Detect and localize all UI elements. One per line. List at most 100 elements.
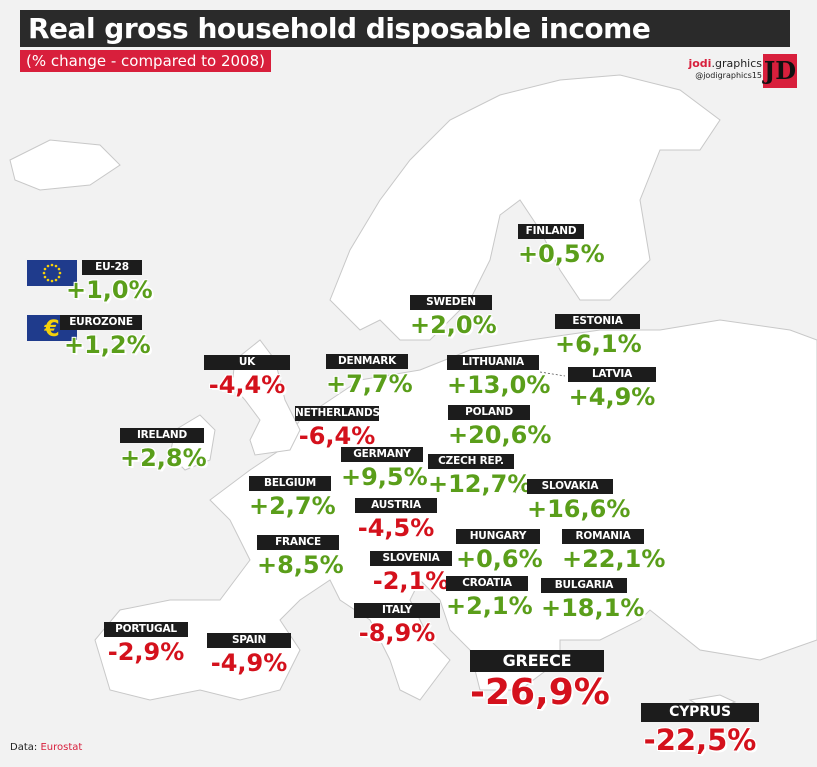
country-value: +4,9%: [568, 383, 656, 411]
country-hungary: HUNGARY +0,6%: [456, 529, 543, 574]
brand-handle: @jodigraphics15: [695, 71, 762, 80]
source-label: Data:: [10, 742, 38, 753]
country-value: -2,9%: [107, 638, 185, 666]
country-finland: FINLAND +0,5%: [518, 224, 605, 269]
country-value: +18,1%: [541, 594, 645, 622]
chart-subtitle: (% change - compared to 2008): [20, 50, 271, 72]
country-value: +0,6%: [456, 545, 543, 573]
country-name: DENMARK: [326, 354, 408, 369]
country-value: -2,1%: [372, 567, 450, 595]
country-name: AUSTRIA: [355, 498, 437, 513]
country-germany: GERMANY +9,5%: [341, 447, 428, 492]
aggregate-eurozone: EUROZONE +1,2%: [60, 315, 151, 360]
country-name: CYPRUS: [641, 703, 759, 722]
country-lithuania: LITHUANIA +13,0%: [447, 355, 551, 400]
aggregate-eu28: EU-28 +1,0%: [66, 260, 153, 305]
country-name: CZECH REP.: [428, 454, 514, 469]
country-value: +2,8%: [120, 444, 207, 472]
country-name: FINLAND: [518, 224, 584, 239]
country-value: -22,5%: [643, 723, 757, 757]
country-name: LATVIA: [568, 367, 656, 382]
country-value: +2,0%: [410, 311, 497, 339]
country-ireland: IRELAND +2,8%: [120, 428, 207, 473]
country-value: +2,7%: [249, 492, 336, 520]
svg-text:€: €: [43, 317, 59, 341]
country-spain: SPAIN -4,9%: [207, 633, 291, 678]
country-name: NETHERLANDS: [295, 406, 380, 421]
country-value: -4,9%: [210, 649, 288, 677]
country-latvia: LATVIA +4,9%: [568, 367, 656, 412]
country-value: +8,5%: [257, 551, 344, 579]
country-name: ROMANIA: [562, 529, 644, 544]
country-value: +20,6%: [448, 421, 552, 449]
country-value: -4,4%: [208, 371, 286, 399]
mainland-europe-landmass: [94, 319, 817, 701]
country-value: +22,1%: [562, 545, 666, 573]
brand-name-rest: .graphics: [711, 57, 762, 70]
data-source: Data: Eurostat: [10, 742, 82, 753]
country-name: UK: [204, 355, 290, 370]
country-value: +6,1%: [555, 330, 642, 358]
country-value: +12,7%: [428, 470, 532, 498]
chart-title: Real gross household disposable income: [20, 10, 790, 47]
country-value: +7,7%: [326, 370, 413, 398]
eu-flag-icon: [27, 260, 77, 286]
slovakia-leader-line: [514, 483, 529, 494]
country-belgium: BELGIUM +2,7%: [249, 476, 336, 521]
country-cyprus: CYPRUS -22,5%: [641, 703, 759, 758]
aggregate-value: +1,0%: [66, 276, 153, 304]
country-poland: POLAND +20,6%: [448, 405, 552, 450]
country-name: FRANCE: [257, 535, 339, 550]
country-value: +13,0%: [447, 371, 551, 399]
country-name: POLAND: [448, 405, 530, 420]
lithuania-leader-line: [539, 371, 566, 377]
aggregate-value: +1,2%: [64, 331, 151, 359]
country-italy: ITALY -8,9%: [354, 603, 440, 648]
brand-name-bold: jodi: [688, 57, 712, 70]
country-value: -26,9%: [470, 672, 610, 713]
country-value: -4,5%: [357, 514, 435, 542]
country-value: +9,5%: [341, 463, 428, 491]
aggregate-name: EUROZONE: [60, 315, 142, 330]
country-name: CROATIA: [446, 576, 528, 591]
country-name: GREECE: [470, 650, 604, 672]
country-name: SPAIN: [207, 633, 291, 648]
brand-name: jodi.graphics: [688, 58, 762, 70]
country-france: FRANCE +8,5%: [257, 535, 344, 580]
country-greece: GREECE -26,9%: [470, 650, 610, 714]
country-netherlands: NETHERLANDS -6,4%: [295, 406, 380, 451]
country-name: ESTONIA: [555, 314, 640, 329]
scandinavia-landmass: [329, 74, 721, 341]
country-name: HUNGARY: [456, 529, 540, 544]
brand-credit: jodi.graphics @jodigraphics15: [688, 58, 762, 82]
country-value: +0,5%: [518, 240, 605, 268]
country-name: SLOVAKIA: [527, 479, 613, 494]
country-name: IRELAND: [120, 428, 204, 443]
country-estonia: ESTONIA +6,1%: [555, 314, 642, 359]
country-croatia: CROATIA +2,1%: [446, 576, 533, 621]
country-sweden: SWEDEN +2,0%: [410, 295, 497, 340]
country-name: PORTUGAL: [104, 622, 188, 637]
country-slovenia: SLOVENIA -2,1%: [370, 551, 452, 596]
country-value: +16,6%: [527, 495, 631, 523]
country-name: GERMANY: [341, 447, 423, 462]
iceland-landmass: [9, 139, 121, 191]
country-austria: AUSTRIA -4,5%: [355, 498, 437, 543]
source-name: Eurostat: [40, 742, 83, 753]
country-name: ITALY: [354, 603, 440, 618]
country-value: -8,9%: [358, 619, 436, 647]
country-name: BELGIUM: [249, 476, 331, 491]
country-value: -6,4%: [298, 422, 376, 450]
country-name: SLOVENIA: [370, 551, 452, 566]
brand-logo: JD: [763, 54, 797, 88]
country-name: BULGARIA: [541, 578, 627, 593]
aggregate-name: EU-28: [82, 260, 142, 275]
country-romania: ROMANIA +22,1%: [562, 529, 666, 574]
country-denmark: DENMARK +7,7%: [326, 354, 413, 399]
country-czech: CZECH REP. +12,7%: [428, 454, 532, 499]
country-value: +2,1%: [446, 592, 533, 620]
country-bulgaria: BULGARIA +18,1%: [541, 578, 645, 623]
country-portugal: PORTUGAL -2,9%: [104, 622, 188, 667]
country-name: LITHUANIA: [447, 355, 539, 370]
